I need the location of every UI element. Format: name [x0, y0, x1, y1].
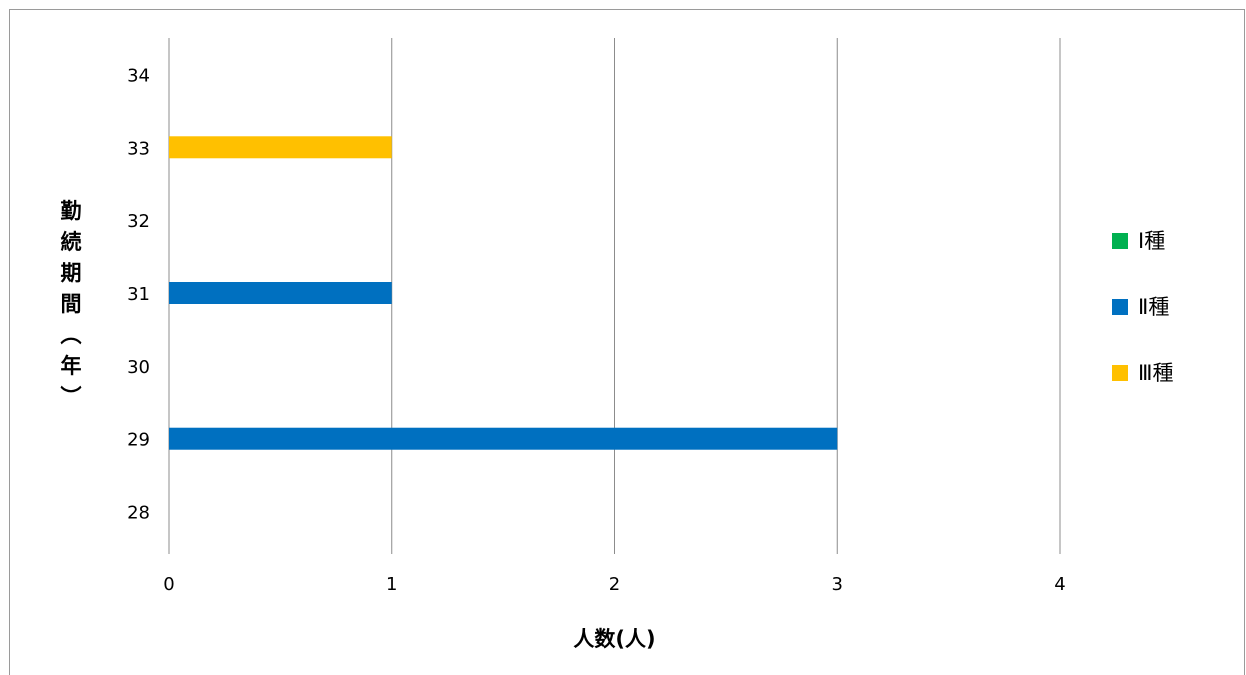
y-tick-label-30: 30 — [127, 357, 150, 378]
y-axis-title-char-6: 年 — [61, 354, 82, 378]
x-axis-title: 人数(人) — [573, 627, 655, 651]
bar-29-series-2 — [169, 427, 838, 450]
x-tick-labels: 0 1 2 3 4 — [163, 574, 1065, 595]
x-tick-label-3: 3 — [832, 574, 843, 595]
y-axis-title-char-2: 続 — [61, 230, 82, 254]
x-tick-label-1: 1 — [386, 574, 397, 595]
y-axis-title-char-4: 間 — [61, 292, 82, 316]
legend-swatch-2 — [1112, 299, 1128, 315]
legend: Ⅰ種 Ⅱ種 Ⅲ種 — [1112, 229, 1173, 385]
y-axis-title-char-7: ︶ — [61, 385, 82, 409]
y-tick-label-34: 34 — [127, 65, 150, 86]
y-tick-label-29: 29 — [127, 430, 150, 451]
y-axis-title-char-5: ︵ — [61, 323, 82, 347]
y-tick-label-28: 28 — [127, 503, 150, 524]
x-tick-label-2: 2 — [609, 574, 620, 595]
y-tick-label-31: 31 — [127, 284, 150, 305]
bars — [169, 136, 838, 450]
bar-31-series-2 — [169, 282, 392, 304]
legend-swatch-3 — [1112, 365, 1128, 381]
bar-33-series-3 — [169, 136, 392, 159]
legend-label-1: Ⅰ種 — [1138, 229, 1165, 253]
x-tick-label-4: 4 — [1054, 574, 1065, 595]
y-tick-labels: 28 29 30 31 32 33 34 — [127, 65, 150, 523]
y-axis-title-char-1: 勤 — [61, 199, 82, 223]
y-tick-label-33: 33 — [127, 138, 150, 159]
legend-label-3: Ⅲ種 — [1138, 361, 1173, 385]
y-tick-label-32: 32 — [127, 211, 150, 232]
chart-frame — [9, 9, 1245, 675]
legend-label-2: Ⅱ種 — [1138, 295, 1169, 319]
y-axis-title-char-3: 期 — [61, 261, 82, 285]
legend-swatch-1 — [1112, 233, 1128, 249]
x-tick-label-0: 0 — [163, 574, 174, 595]
